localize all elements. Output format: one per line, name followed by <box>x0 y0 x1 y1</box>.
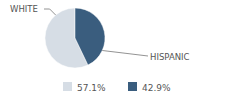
legend-swatch <box>63 82 72 91</box>
leader-line <box>44 9 56 15</box>
pie-slice <box>75 8 105 65</box>
slice-label: HISPANIC <box>150 52 190 62</box>
legend: 57.1% 42.9% <box>63 82 171 93</box>
chart: WHITE HISPANIC 57.1% 42.9% <box>0 0 240 100</box>
legend-label: 42.9% <box>142 83 171 93</box>
leader-line <box>102 50 148 56</box>
legend-label: 57.1% <box>77 83 106 93</box>
slice-label: WHITE <box>10 4 38 14</box>
legend-swatch <box>128 82 137 91</box>
pie <box>45 8 105 68</box>
